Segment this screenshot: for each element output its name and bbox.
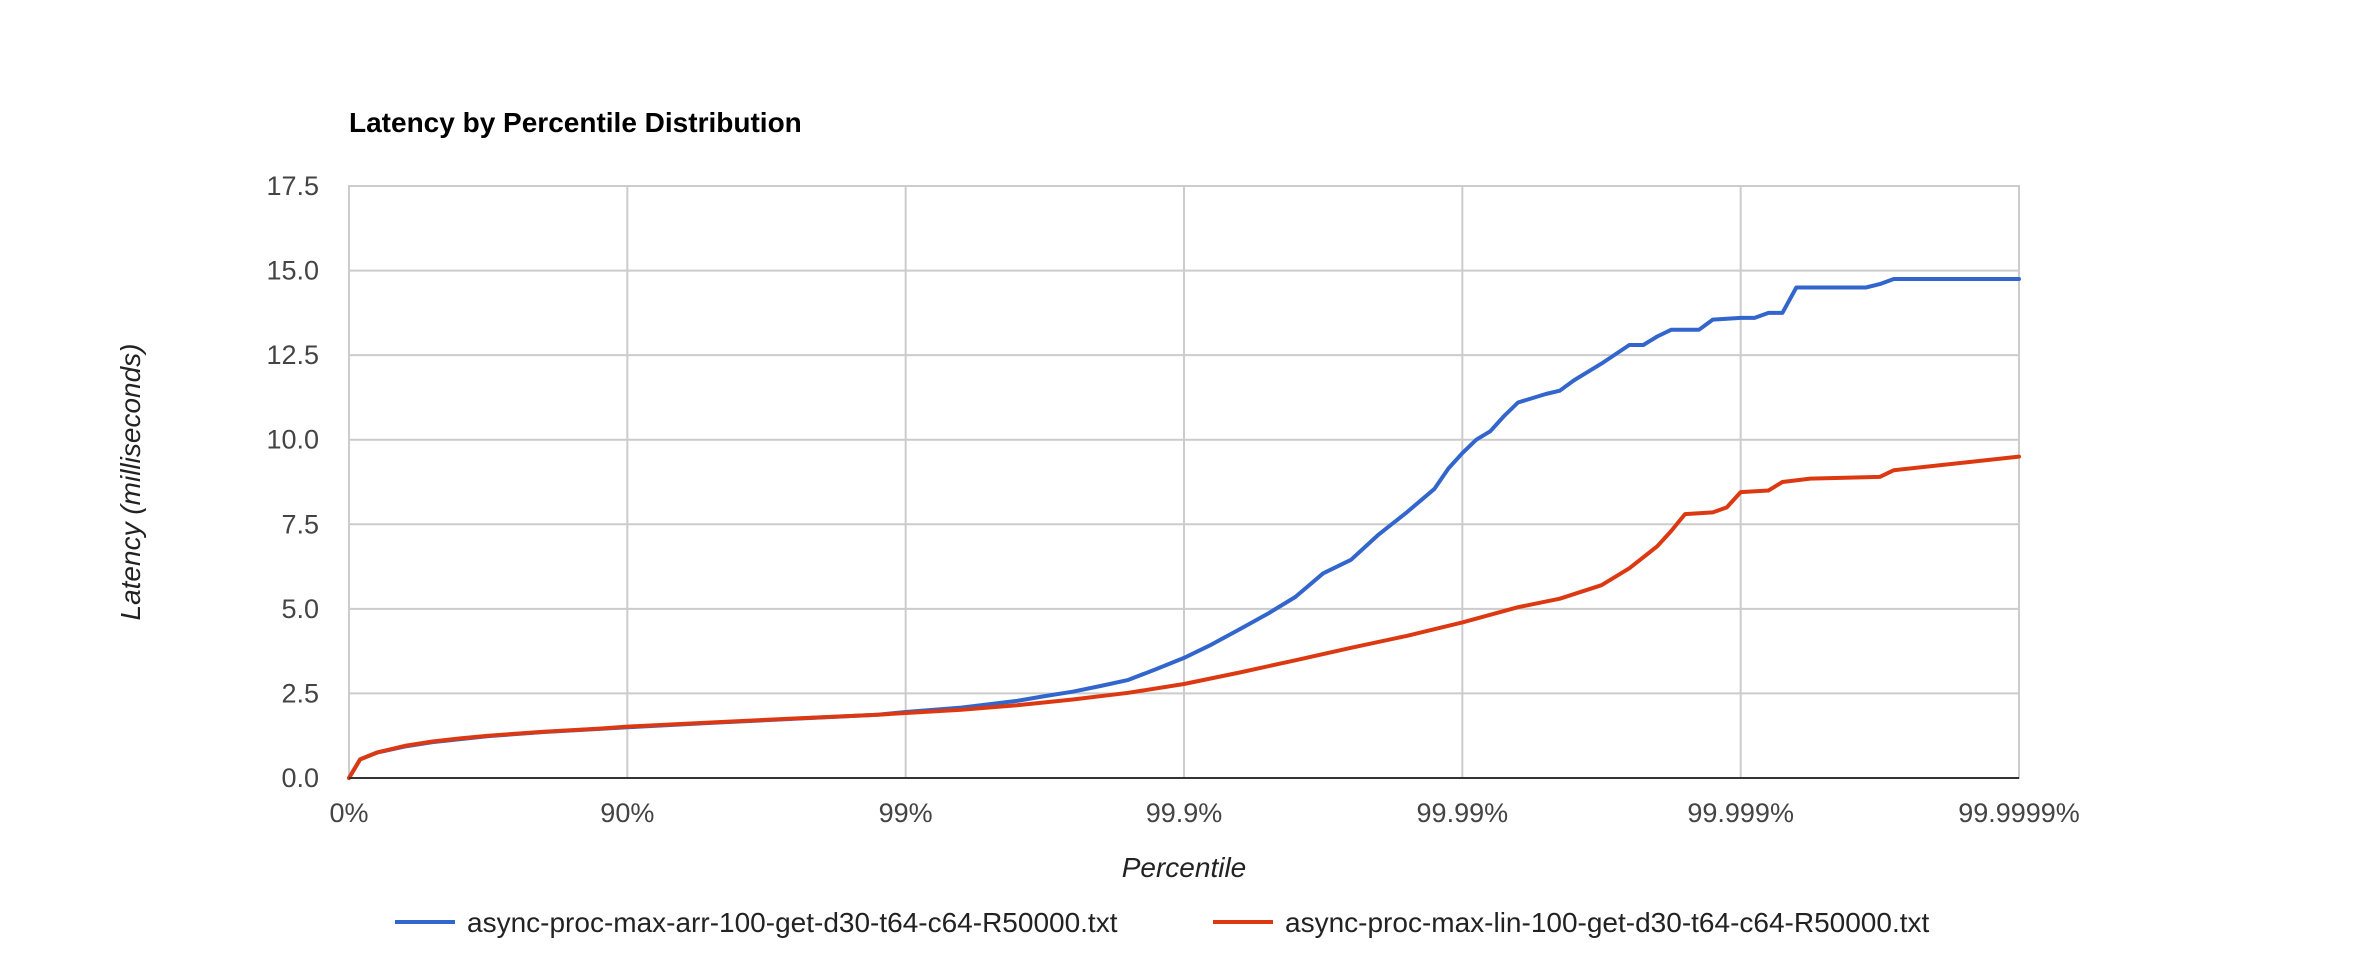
legend-label-2: async-proc-max-lin-100-get-d30-t64-c64-R… (1285, 907, 1930, 938)
chart-title: Latency by Percentile Distribution (349, 107, 802, 138)
x-tick-label: 99% (879, 798, 933, 828)
y-tick-label: 15.0 (266, 256, 319, 286)
legend-label-1: async-proc-max-arr-100-get-d30-t64-c64-R… (467, 907, 1118, 938)
y-axis-ticks: 0.0 2.5 5.0 7.5 10.0 12.5 15.0 17.5 (266, 171, 319, 793)
legend: async-proc-max-arr-100-get-d30-t64-c64-R… (395, 907, 1930, 938)
x-tick-label: 90% (600, 798, 654, 828)
y-tick-label: 5.0 (281, 594, 319, 624)
x-tick-label: 99.99% (1417, 798, 1509, 828)
y-tick-label: 0.0 (281, 763, 319, 793)
x-tick-label: 99.9% (1146, 798, 1223, 828)
y-tick-label: 2.5 (281, 678, 319, 708)
y-tick-label: 10.0 (266, 425, 319, 455)
x-axis-label: Percentile (1122, 852, 1247, 883)
series-lines (347, 277, 2021, 780)
y-axis-label: Latency (milliseconds) (115, 344, 146, 621)
y-tick-label: 17.5 (266, 171, 319, 201)
x-tick-label: 99.999% (1687, 798, 1794, 828)
x-tick-label: 99.9999% (1958, 798, 2080, 828)
gridlines (348, 185, 2020, 779)
y-tick-label: 12.5 (266, 340, 319, 370)
x-axis-ticks: 0% 90% 99% 99.9% 99.99% 99.999% 99.9999% (329, 798, 2079, 828)
x-tick-label: 0% (329, 798, 368, 828)
y-tick-label: 7.5 (281, 509, 319, 539)
series-line-2 (347, 454, 2021, 780)
